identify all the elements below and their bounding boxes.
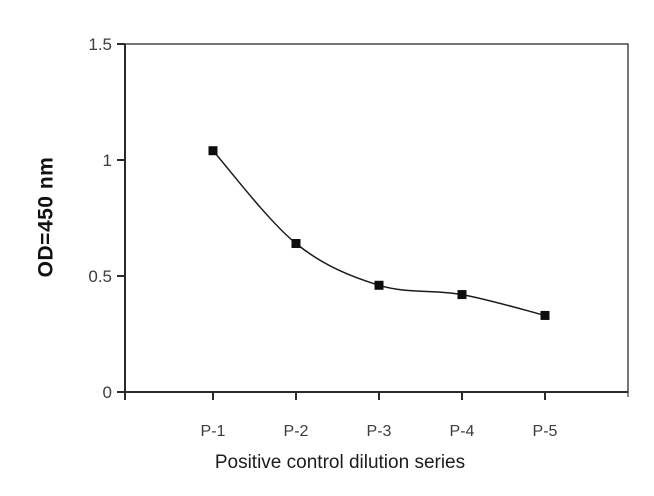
y-tick-label: 0 (103, 383, 112, 402)
y-tick-label: 0.5 (88, 267, 112, 286)
series-line (212, 150, 546, 317)
x-axis-title: Positive control dilution series (214, 452, 466, 473)
x-tick-label: P-3 (367, 423, 392, 440)
plot-border (124, 43, 629, 393)
data-point-marker (208, 146, 218, 156)
data-point-marker (374, 280, 384, 290)
y-tick-label: 1 (103, 151, 112, 170)
x-tick-label: P-5 (533, 423, 558, 440)
data-point-marker (291, 239, 301, 249)
data-point-marker (457, 290, 467, 300)
x-tick-label: P-1 (201, 423, 226, 440)
x-tick-label: P-2 (284, 423, 309, 440)
y-tick-label: 1.5 (88, 35, 112, 54)
data-point-marker (540, 310, 550, 320)
x-tick-label: P-4 (450, 423, 475, 440)
